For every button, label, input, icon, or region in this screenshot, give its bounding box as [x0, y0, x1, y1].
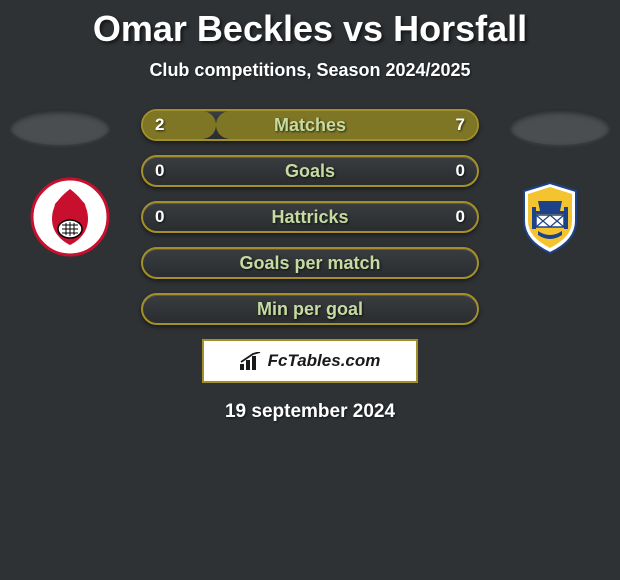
stat-bar-value-left: 0	[155, 203, 164, 231]
brand-attribution[interactable]: FcTables.com	[202, 339, 418, 383]
subtitle: Club competitions, Season 2024/2025	[0, 60, 620, 81]
stat-bars: Matches27Goals00Hattricks00Goals per mat…	[141, 109, 479, 325]
player-silhouette-left	[10, 109, 110, 145]
stat-bar: Matches2 7	[141, 109, 479, 141]
club-crest-right	[510, 177, 590, 257]
stat-bar: Min per goal	[141, 293, 479, 325]
stat-bar-label: Goals per match	[143, 249, 477, 277]
stat-bar: Goals0 0	[141, 155, 479, 187]
stat-bar-label: Goals	[143, 157, 477, 185]
brand-text: FcTables.com	[268, 351, 381, 371]
player-silhouette-right	[510, 109, 610, 145]
stat-bar-label: Hattricks	[143, 203, 477, 231]
club-crest-left	[30, 177, 110, 257]
stat-bar-label: Min per goal	[143, 295, 477, 323]
stat-bar-label: Matches	[143, 111, 477, 139]
page-title: Omar Beckles vs Horsfall	[0, 0, 620, 50]
stat-bar: Hattricks0 0	[141, 201, 479, 233]
comparison-panel: Matches27Goals00Hattricks00Goals per mat…	[0, 109, 620, 423]
date-text: 19 september 2024	[0, 401, 620, 423]
bar-chart-icon	[240, 352, 262, 370]
stat-bar-value-left: 2	[155, 111, 164, 139]
stat-bar: Goals per match	[141, 247, 479, 279]
stat-bar-value-right: 0	[456, 157, 465, 185]
stat-bar-value-left: 0	[155, 157, 164, 185]
stat-bar-value-right: 0	[456, 203, 465, 231]
stat-bar-value-right: 7	[456, 111, 465, 139]
